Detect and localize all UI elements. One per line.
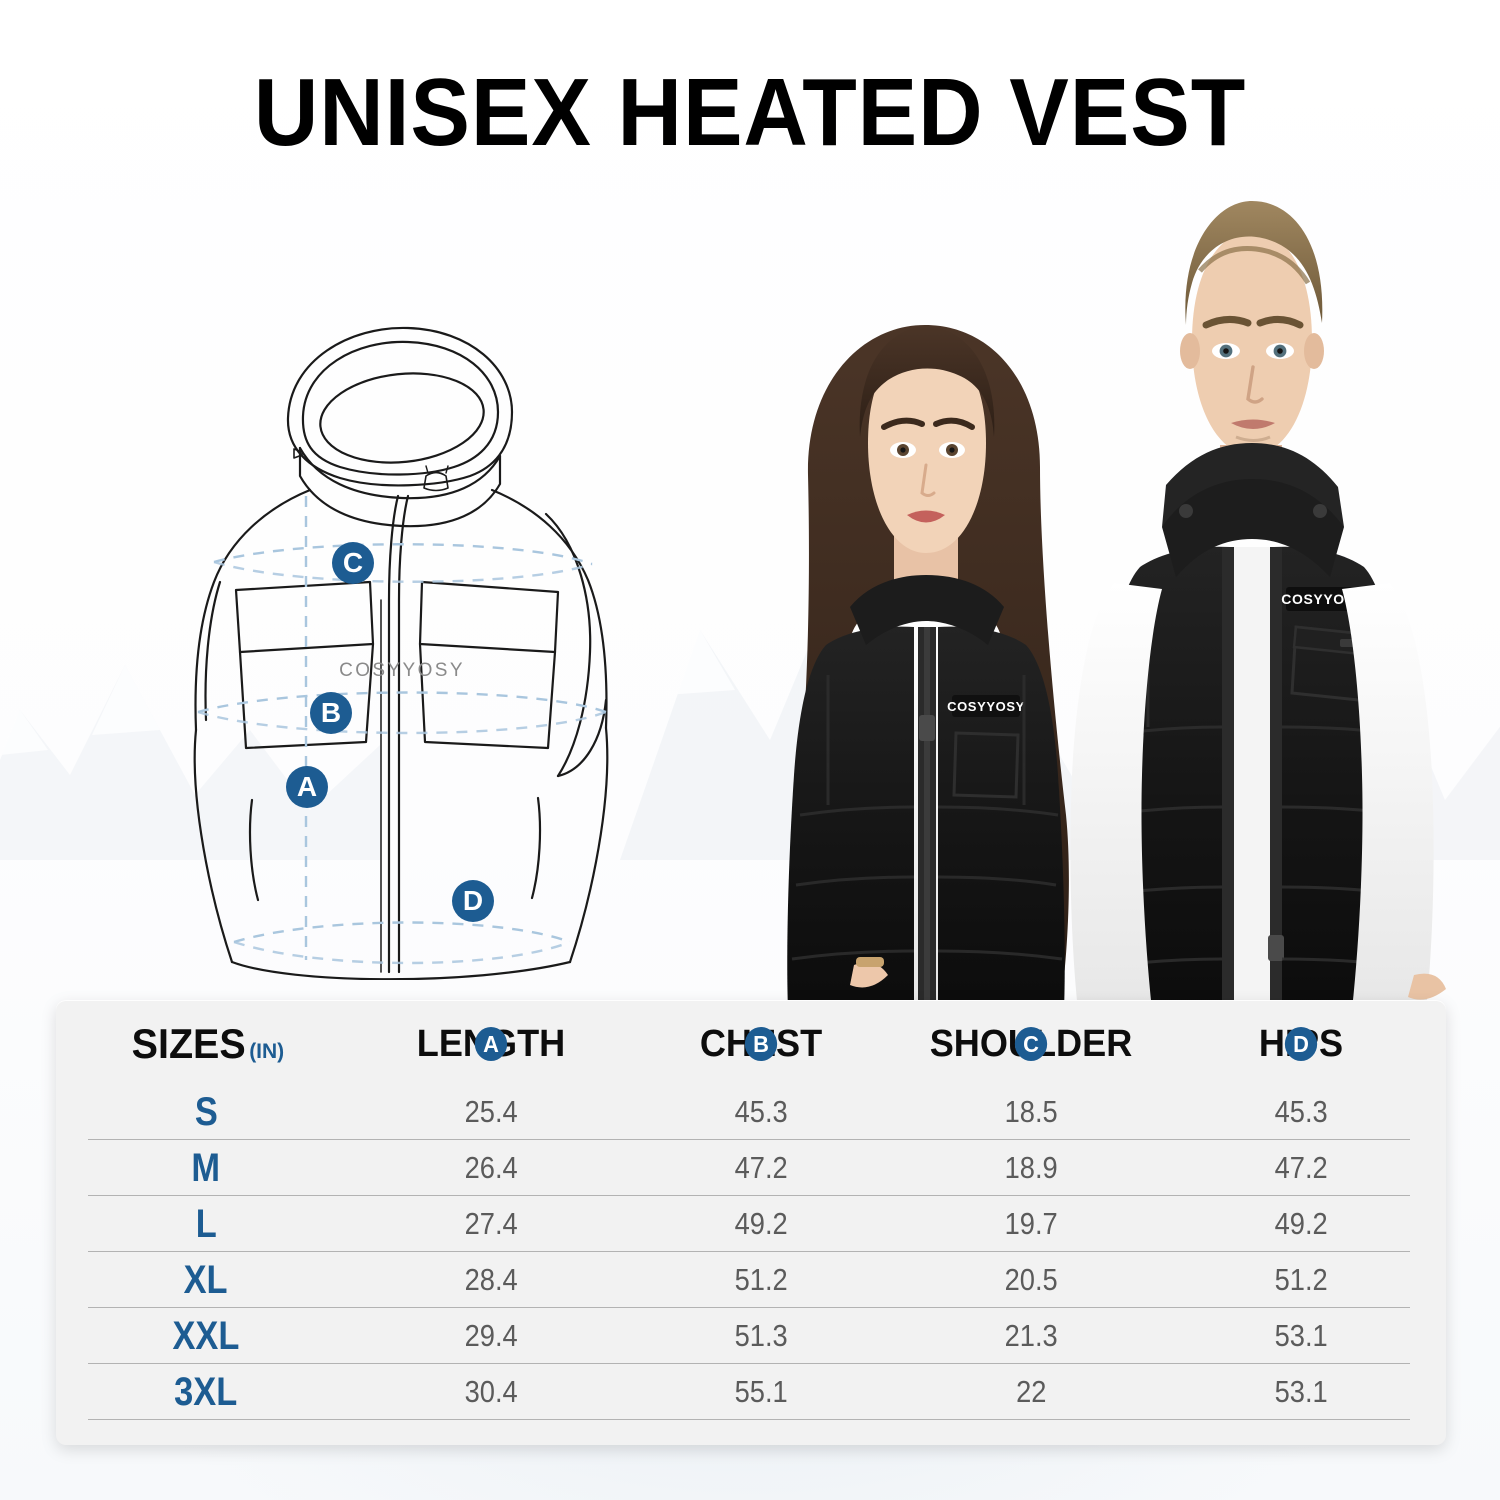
table-row: XXL 29.4 51.3 21.3 53.1 [56,1308,1446,1365]
table-row: M 26.4 47.2 18.9 47.2 [56,1140,1446,1197]
cell-chest: 51.3 [734,1318,788,1353]
size-label: 3XL [174,1369,238,1414]
header-cell-shoulder: C SHOULDER [896,1023,1166,1066]
column-badge-c: C [1014,1027,1048,1061]
cell-hips: 53.1 [1274,1374,1328,1409]
page-title: UNISEX HEATED VEST [253,59,1247,166]
vest-technical-drawing: COSYYOSY C B A D [140,300,660,980]
cell-length: 30.4 [464,1374,518,1409]
cell-length: 28.4 [464,1262,518,1297]
svg-text:COSYYOSY: COSYYOSY [1281,591,1364,607]
mountain-background-left [0,560,380,860]
cell-chest: 51.2 [734,1262,788,1297]
table-row: 3XL 30.4 55.1 22 53.1 [56,1364,1446,1421]
cell-length: 26.4 [464,1150,518,1185]
cell-shoulder: 22 [1015,1374,1047,1409]
cell-shoulder: 21.3 [1004,1318,1058,1353]
cell-hips: 51.2 [1274,1262,1328,1297]
marker-badge-d-letter: D [462,885,484,916]
cell-length: 25.4 [464,1094,518,1129]
size-label: L [195,1201,217,1246]
svg-text:COSYYOSY: COSYYOSY [947,699,1025,714]
marker-badge-c-letter: C [342,547,364,578]
cell-chest: 47.2 [734,1150,788,1185]
cell-chest: 55.1 [734,1374,788,1409]
header-cell-length: A LENGTH [356,1023,626,1066]
cell-hips: 49.2 [1274,1206,1328,1241]
table-row: XL 28.4 51.2 20.5 51.2 [56,1252,1446,1309]
column-badge-d: D [1284,1027,1318,1061]
cell-shoulder: 20.5 [1004,1262,1058,1297]
female-model: COSYYOSY [787,325,1069,1010]
model-photo: COSYYOSY [700,175,1500,1010]
header-cell-hips: D HIPS [1166,1023,1436,1066]
cell-hips: 45.3 [1274,1094,1328,1129]
size-label: S [194,1089,218,1134]
cell-chest: 49.2 [734,1206,788,1241]
table-row: S 25.4 45.3 18.5 45.3 [56,1084,1446,1141]
size-label: XXL [172,1313,240,1358]
table-row: L 27.4 49.2 19.7 49.2 [56,1196,1446,1253]
size-table: SIZES(IN) A LENGTH B CHEST C SHOULDER [56,1000,1446,1445]
marker-badge-d: D [452,880,494,922]
male-model: COSYYOSY [1070,201,1446,1010]
sizes-label: SIZES [131,1020,246,1067]
cell-shoulder: 18.9 [1004,1150,1058,1185]
unit-label: (IN) [249,1040,285,1063]
size-label: XL [184,1257,228,1302]
cell-chest: 45.3 [734,1094,788,1129]
marker-badge-b: B [310,692,352,734]
cell-shoulder: 19.7 [1004,1206,1058,1241]
marker-badge-b-letter: B [320,697,342,728]
marker-badge-a: A [286,766,328,808]
header-cell-sizes: SIZES (IN) [56,1020,356,1068]
cell-length: 27.4 [464,1206,518,1241]
header-cell-chest: B CHEST [626,1023,896,1066]
size-label: M [191,1145,221,1190]
cell-hips: 53.1 [1274,1318,1328,1353]
column-badge-b: B [744,1027,778,1061]
cell-shoulder: 18.5 [1004,1094,1058,1129]
vest-brand-text: COSYYOSY [339,660,465,681]
marker-badge-c: C [332,542,374,584]
marker-badge-a-letter: A [296,771,318,802]
column-badge-a: A [474,1027,508,1061]
cell-hips: 47.2 [1274,1150,1328,1185]
size-chart-panel: SIZES(IN) A LENGTH B CHEST C SHOULDER [56,1000,1446,1445]
cell-length: 29.4 [464,1318,518,1353]
table-header-row: SIZES(IN) A LENGTH B CHEST C SHOULDER [56,1000,1446,1084]
